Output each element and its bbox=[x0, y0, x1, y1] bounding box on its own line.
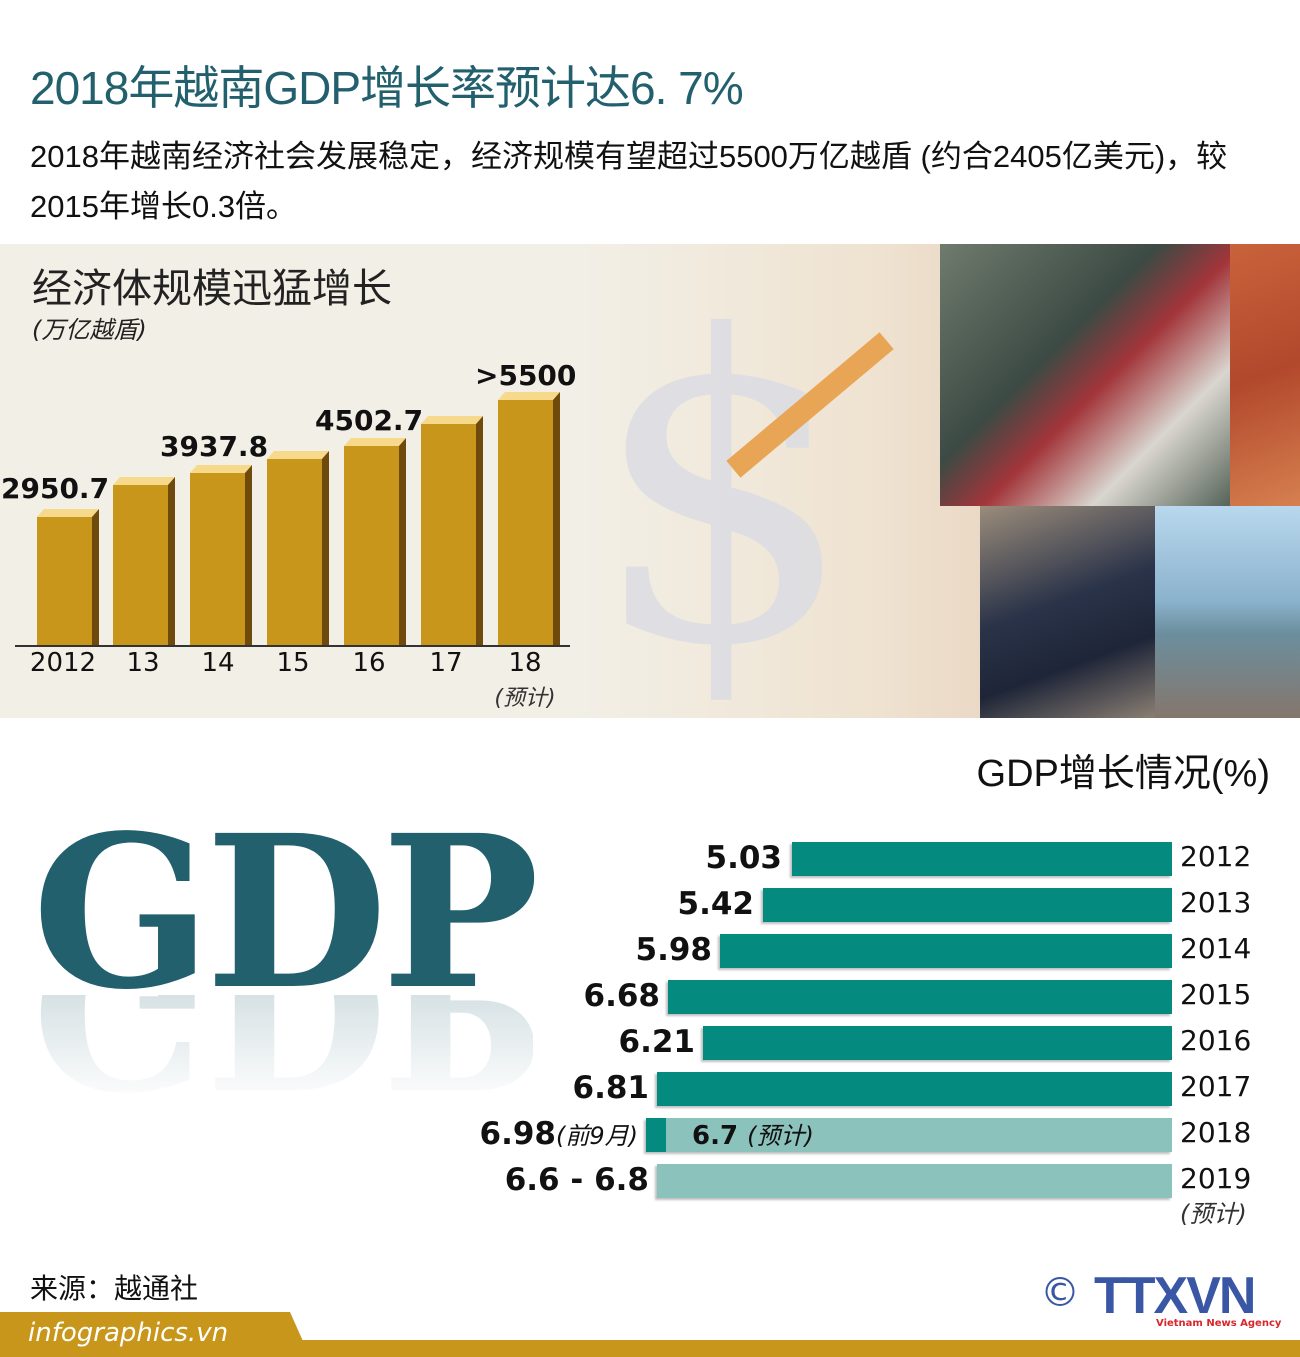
chart-overlay-photo bbox=[1230, 244, 1300, 506]
bar-value-2012: 2950.7 bbox=[1, 472, 110, 505]
gdp-row-2014: 5.98 2014 bbox=[0, 932, 1300, 970]
x-label-18: 18 bbox=[508, 648, 542, 678]
x-label-13: 13 bbox=[126, 648, 160, 678]
bar-2014 bbox=[190, 465, 252, 645]
gdp-value: 5.98 bbox=[635, 932, 713, 968]
gdp-value: 5.42 bbox=[677, 886, 755, 922]
gdp-row-2017: 6.81 2017 bbox=[0, 1070, 1300, 1108]
gdp-value: 6.21 bbox=[618, 1024, 696, 1060]
x-label-17: 17 bbox=[429, 648, 463, 678]
gdp-value: 6.6 - 6.8 bbox=[504, 1162, 649, 1198]
bar-2016 bbox=[344, 438, 406, 645]
x-label-2012: 2012 bbox=[29, 648, 97, 678]
x-axis bbox=[15, 645, 570, 647]
photo-collage: $ bbox=[580, 244, 1300, 718]
gdp-year: 2017 bbox=[1180, 1070, 1252, 1103]
gdp-row-2015: 6.68 2015 bbox=[0, 978, 1300, 1016]
bar-2013 bbox=[113, 477, 175, 645]
gdp-year: 2015 bbox=[1180, 978, 1252, 1011]
copyright-icon: © bbox=[1040, 1270, 1080, 1316]
bar-2015 bbox=[267, 451, 329, 645]
bar-value-2014: 3937.8 bbox=[160, 430, 269, 463]
bar-2012 bbox=[37, 509, 99, 645]
gdp-row-2012: 5.03 2012 bbox=[0, 840, 1300, 878]
gdp-year: 2014 bbox=[1180, 932, 1252, 965]
gdp-row-2016: 6.21 2016 bbox=[0, 1024, 1300, 1062]
bar-2018 bbox=[498, 392, 560, 645]
gdp-logo: GDP bbox=[32, 789, 539, 1036]
gdp-row-2018: 6.7 (预计) 6.98(前9月) 2018 bbox=[0, 1116, 1300, 1154]
chart1-title: 经济体规模迅猛增长 bbox=[32, 267, 392, 311]
gdp-year-note: (预计) bbox=[1180, 1200, 1247, 1228]
gdp-value: 5.03 bbox=[705, 840, 783, 876]
welder-photo bbox=[980, 506, 1155, 718]
dollar-sign-icon: $ bbox=[590, 249, 858, 718]
gdp-value: 6.68 bbox=[583, 978, 661, 1014]
gdp-row-2013: 5.42 2013 bbox=[0, 886, 1300, 924]
agency-name: Vietnam News Agency bbox=[1156, 1318, 1282, 1329]
shipyard-photo bbox=[1155, 506, 1300, 718]
economy-size-bar-chart: 2950.7 3937.8 4502.7 >5500 bbox=[1, 244, 577, 718]
gdp-value: 6.98(前9月) bbox=[479, 1116, 639, 1152]
gdp-2018-forecast-label: 6.7 (预计) bbox=[692, 1121, 814, 1151]
x-label-15: 15 bbox=[276, 648, 310, 678]
x-label-14: 14 bbox=[201, 648, 235, 678]
economy-size-panel: $ 经济体规模迅猛增长 (万亿越盾) 2950.7 3937.8 4502.7 … bbox=[0, 244, 1300, 718]
factory-worker-photo bbox=[940, 244, 1230, 506]
gdp-year: 2018 bbox=[1180, 1116, 1252, 1149]
chart2-title: GDP增长情况(%) bbox=[976, 753, 1270, 795]
gdp-year: 2013 bbox=[1180, 886, 1252, 919]
footer-bar bbox=[0, 1340, 1300, 1357]
site-link[interactable]: infographics.vn bbox=[28, 1318, 229, 1348]
page-subtitle: 2018年越南经济社会发展稳定，经济规模有望超过5500万亿越盾 (约合2405… bbox=[30, 139, 1228, 224]
gdp-row-2019: 6.6 - 6.8 2019 (预计) bbox=[0, 1162, 1300, 1228]
source-text: 来源：越通社 bbox=[30, 1272, 199, 1305]
gdp-year: 2016 bbox=[1180, 1024, 1252, 1057]
bar-value-2018: >5500 bbox=[475, 359, 577, 392]
bar-2017 bbox=[421, 416, 483, 645]
gdp-year: 2012 bbox=[1180, 840, 1252, 873]
x-note-18: (预计) bbox=[494, 686, 556, 711]
x-label-16: 16 bbox=[352, 648, 386, 678]
bar-value-2016: 4502.7 bbox=[315, 404, 424, 437]
ttxvn-logo: TTXVN bbox=[1094, 1267, 1256, 1325]
page-title: 2018年越南GDP增长率预计达6. 7% bbox=[30, 62, 744, 114]
footer-tab bbox=[0, 1312, 310, 1357]
chart1-unit: (万亿越盾) bbox=[32, 316, 147, 344]
gdp-value: 6.81 bbox=[572, 1070, 650, 1106]
gdp-year: 2019 bbox=[1180, 1162, 1252, 1195]
gdp-2018-actual-segment bbox=[646, 1118, 666, 1152]
